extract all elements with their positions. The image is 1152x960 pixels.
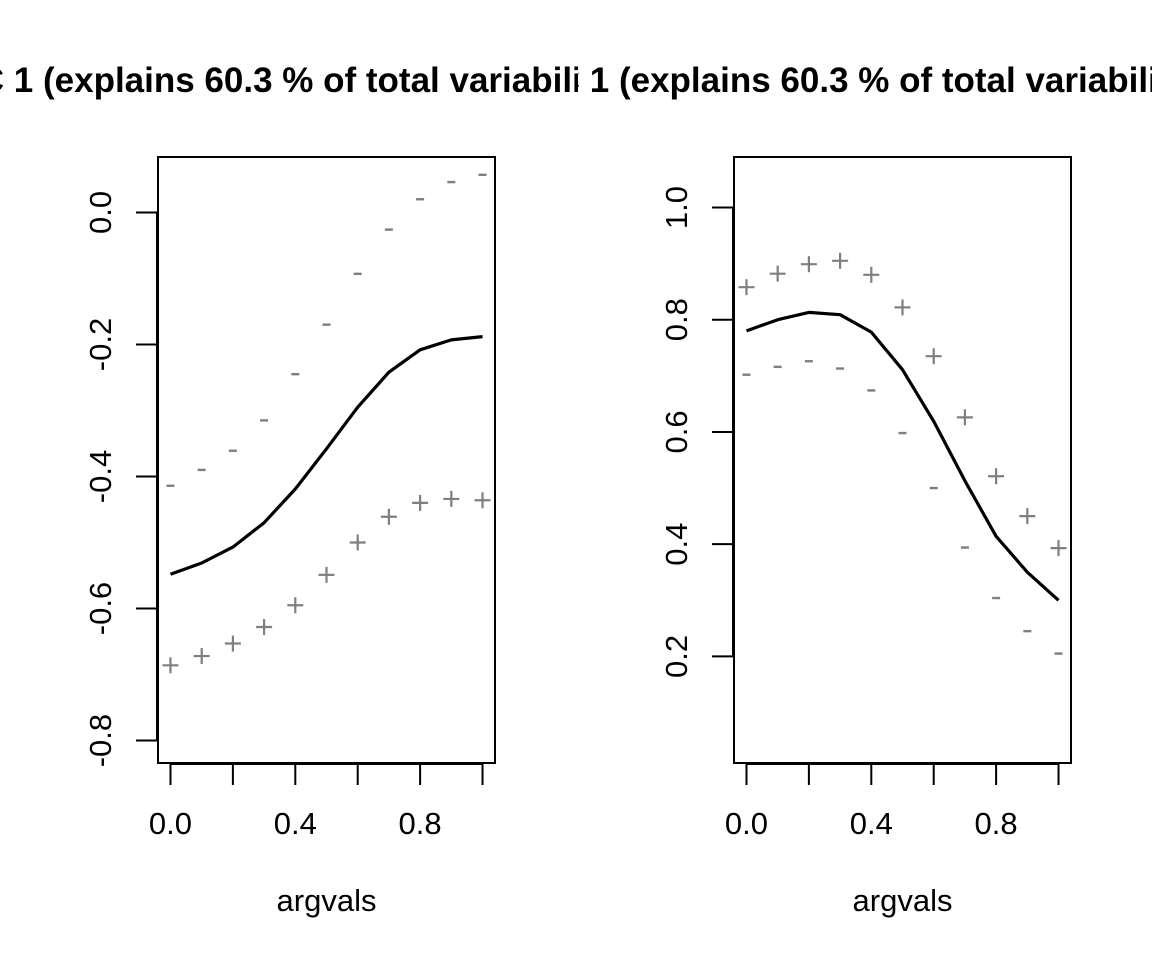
x-tick-label: 0.0 bbox=[149, 806, 192, 841]
y-tick-label: -0.4 bbox=[83, 450, 118, 503]
y-tick-label: 1.0 bbox=[659, 186, 694, 229]
chart-title: PC 1 (explains 60.3 % of total variabili… bbox=[0, 61, 625, 100]
plus-marker bbox=[162, 657, 179, 674]
plus-marker bbox=[443, 490, 460, 507]
series-mean bbox=[745, 310, 1060, 602]
plus-marker bbox=[894, 299, 911, 316]
series-minus bbox=[742, 360, 1063, 655]
plus-marker bbox=[1050, 540, 1067, 557]
y-tick-label: -0.8 bbox=[83, 714, 118, 767]
plus-marker bbox=[956, 409, 973, 426]
plus-marker bbox=[832, 252, 849, 269]
plus-marker bbox=[1019, 508, 1036, 525]
series-plus bbox=[162, 490, 491, 674]
y-tick-label: 0.0 bbox=[83, 191, 118, 234]
plot-frame bbox=[157, 156, 496, 764]
mean-curve bbox=[745, 310, 1060, 602]
chart-panel-2: PC 1 (explains 60.3 % of total variabili… bbox=[531, 61, 1152, 918]
x-axis-label: argvals bbox=[853, 883, 953, 918]
plus-marker bbox=[863, 266, 880, 283]
y-tick-label: -0.2 bbox=[83, 318, 118, 371]
plus-marker bbox=[412, 494, 429, 511]
x-tick-label: 0.4 bbox=[274, 806, 317, 841]
plus-marker bbox=[318, 566, 335, 583]
y-tick-label: 0.2 bbox=[659, 635, 694, 678]
x-tick-label: 0.8 bbox=[399, 806, 442, 841]
plus-marker bbox=[769, 265, 786, 282]
series-plus bbox=[738, 252, 1067, 557]
series-mean bbox=[169, 335, 483, 576]
plus-marker bbox=[738, 279, 755, 296]
x-tick-label: 0.4 bbox=[850, 806, 893, 841]
plus-marker bbox=[380, 508, 397, 525]
plus-marker bbox=[193, 648, 210, 665]
y-tick-label: 0.6 bbox=[659, 410, 694, 453]
chart-title: PC 1 (explains 60.3 % of total variabili… bbox=[531, 61, 1152, 100]
plus-marker bbox=[800, 256, 817, 273]
plus-marker bbox=[287, 597, 304, 614]
series-minus bbox=[166, 173, 487, 487]
x-axis-label: argvals bbox=[277, 883, 377, 918]
y-tick-label: -0.6 bbox=[83, 582, 118, 635]
chart-panel-1: PC 1 (explains 60.3 % of total variabili… bbox=[0, 61, 625, 918]
x-tick-label: 0.8 bbox=[975, 806, 1018, 841]
plus-marker bbox=[925, 348, 942, 365]
y-tick-label: 0.8 bbox=[659, 298, 694, 341]
mean-curve bbox=[169, 335, 483, 576]
plus-marker bbox=[988, 468, 1005, 485]
plus-marker bbox=[224, 635, 241, 652]
x-tick-label: 0.0 bbox=[725, 806, 768, 841]
plus-marker bbox=[349, 534, 366, 551]
y-tick-label: 0.4 bbox=[659, 523, 694, 566]
plus-marker bbox=[256, 619, 273, 636]
plot-frame bbox=[733, 156, 1072, 764]
plus-marker bbox=[474, 492, 491, 509]
